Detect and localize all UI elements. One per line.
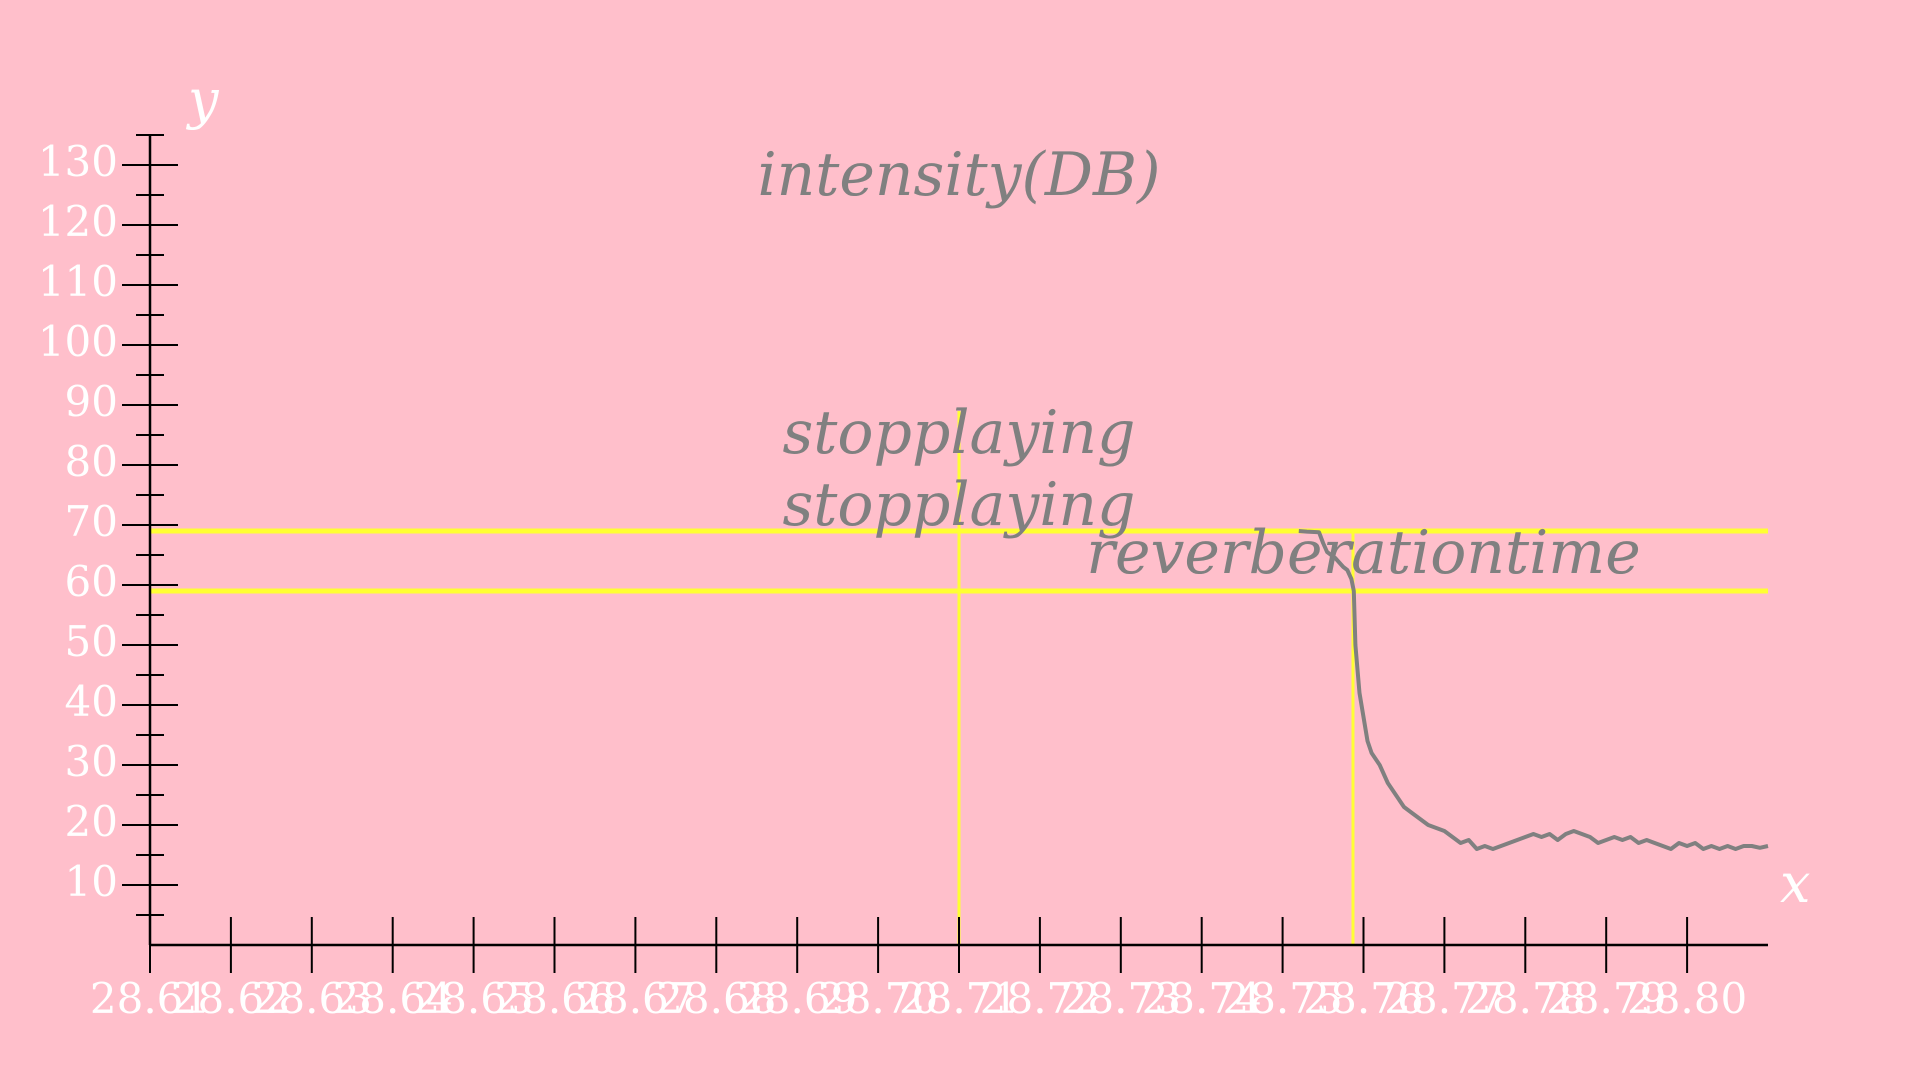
- y-tick-label: 10: [65, 857, 118, 906]
- x-tick-label: 28.66: [494, 974, 614, 1023]
- annotation-1: intensity(DB): [757, 140, 1160, 210]
- y-axis-label: y: [186, 68, 220, 131]
- x-tick-label: 28.63: [252, 974, 372, 1023]
- annotations: intensity(DB)stopplayingstopplayingrever…: [757, 140, 1640, 588]
- intensity-curve: [1298, 529, 1769, 851]
- x-tick-label: 28.74: [1142, 974, 1262, 1023]
- y-tick-label: 30: [65, 737, 118, 786]
- x-tick-label: 28.77: [1384, 974, 1504, 1023]
- x-tick-label: 28.78: [1465, 974, 1585, 1023]
- y-tick-label: 110: [38, 257, 118, 306]
- x-tick-label: 28.76: [1303, 974, 1423, 1023]
- y-tick-label: 60: [65, 557, 118, 606]
- x-axis-label: x: [1780, 852, 1810, 915]
- x-tick-label: 28.72: [980, 974, 1100, 1023]
- x-tick-label: 28.71: [899, 974, 1019, 1023]
- x-tick-label: 28.65: [413, 974, 533, 1023]
- x-tick-label: 28.68: [656, 974, 776, 1023]
- x-tick-label: 28.80: [1627, 974, 1747, 1023]
- y-tick-label: 50: [65, 617, 118, 666]
- annotation-2: stopplaying: [783, 398, 1136, 468]
- y-tick-label: 70: [65, 497, 118, 546]
- x-tick-label: 28.67: [575, 974, 695, 1023]
- x-tick-label: 28.64: [333, 974, 453, 1023]
- annotation-4: reverberationtime: [1086, 518, 1640, 588]
- y-tick-label: 100: [38, 317, 118, 366]
- y-tick-label: 80: [65, 437, 118, 486]
- axes: 10 20 30 40 50 60 70 80 90 100 110 120 130 28.6128.62…: [38, 134, 1768, 1023]
- x-tick-label: 28.70: [818, 974, 938, 1023]
- x-tick-label: 28.75: [1222, 974, 1342, 1023]
- x-tick-label: 28.79: [1546, 974, 1666, 1023]
- annotation-3: stopplaying: [783, 470, 1136, 540]
- guide-lines: [150, 411, 1768, 945]
- y-tick-label: 20: [65, 797, 118, 846]
- y-tick-label: 130: [38, 137, 118, 186]
- y-tick-label: 90: [65, 377, 118, 426]
- x-tick-label: 28.62: [171, 974, 291, 1023]
- x-tick-label: 28.73: [1061, 974, 1181, 1023]
- x-tick-label: 28.61: [90, 974, 210, 1023]
- series-line-1: [1298, 529, 1769, 851]
- x-tick-label: 28.69: [737, 974, 857, 1023]
- y-tick-label: 120: [38, 197, 118, 246]
- y-tick-label: 40: [65, 677, 118, 726]
